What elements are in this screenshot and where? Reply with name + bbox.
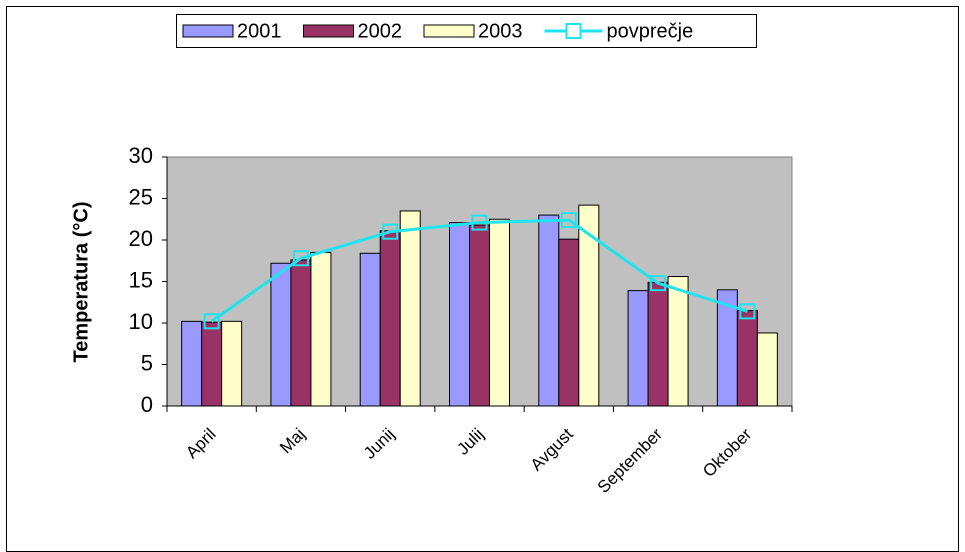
y-tick-label: 10: [129, 309, 153, 334]
line-marker: [739, 303, 756, 320]
y-tick-label: 0: [141, 392, 153, 417]
legend-swatch: [423, 24, 475, 38]
bar: [736, 310, 758, 407]
bar: [558, 238, 580, 407]
bar: [756, 332, 778, 407]
legend-label: 2001: [237, 20, 282, 42]
bar: [489, 218, 510, 407]
bar: [647, 281, 669, 407]
bar: [469, 224, 490, 407]
y-axis-title: Temperatura (°C): [70, 202, 92, 363]
bar: [221, 320, 243, 407]
y-tick-label: 5: [141, 350, 153, 375]
bar: [310, 251, 332, 407]
legend-swatch: [182, 24, 234, 38]
bar: [379, 230, 401, 407]
legend-marker: [565, 23, 582, 39]
bar: [270, 262, 292, 407]
line-marker: [650, 275, 667, 292]
bar: [290, 259, 312, 407]
bar: [449, 222, 470, 407]
bar: [359, 252, 381, 407]
line-marker: [560, 212, 577, 229]
legend-label: 2003: [478, 20, 523, 42]
y-tick-label: 25: [129, 184, 153, 209]
y-tick-label: 30: [129, 143, 153, 168]
y-tick-label: 15: [129, 267, 153, 292]
legend-label: 2002: [358, 20, 403, 42]
line-marker: [292, 250, 309, 267]
bar: [538, 214, 560, 407]
line-marker: [382, 223, 399, 240]
bar: [578, 204, 600, 407]
bar: [667, 276, 689, 407]
line-marker: [203, 313, 220, 330]
bar: [399, 210, 421, 407]
line-marker: [471, 214, 488, 231]
legend-label: povprečje: [607, 20, 694, 42]
bar: [627, 290, 649, 407]
y-tick-label: 20: [129, 226, 153, 251]
line-series: [210, 218, 748, 323]
legend-swatch: [303, 24, 354, 38]
bar: [181, 320, 203, 407]
bar: [201, 321, 223, 407]
